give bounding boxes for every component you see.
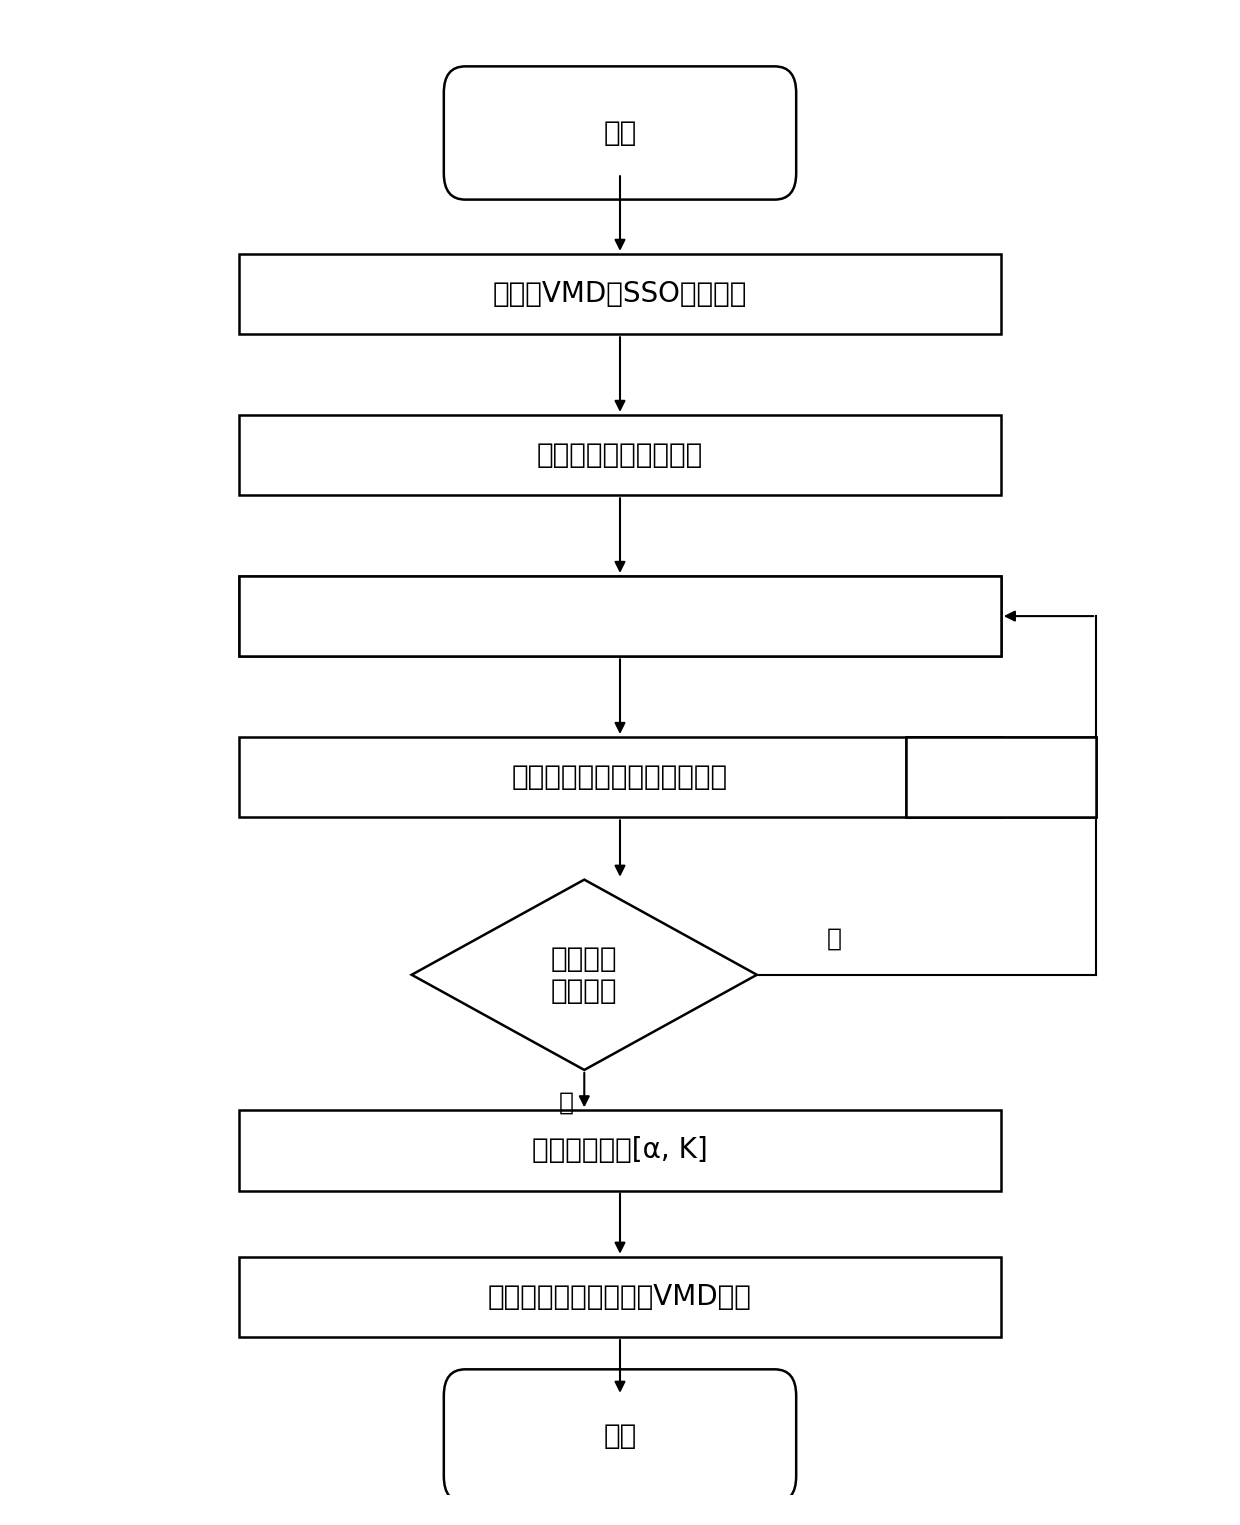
FancyBboxPatch shape xyxy=(444,1369,796,1502)
Text: 是: 是 xyxy=(559,1090,574,1115)
Text: 选出食物、领导者以及追随者: 选出食物、领导者以及追随者 xyxy=(512,762,728,791)
Text: 结束: 结束 xyxy=(604,1421,636,1450)
Text: 初始化种群规模及位置: 初始化种群规模及位置 xyxy=(537,441,703,470)
Bar xyxy=(239,1257,1001,1337)
Bar xyxy=(239,576,1001,656)
Text: 满足迭代
终止条件: 满足迭代 终止条件 xyxy=(551,944,618,1005)
Bar xyxy=(239,415,1001,496)
Text: 更新群体: 更新群体 xyxy=(967,762,1034,791)
Bar xyxy=(239,576,1001,656)
Text: 开始: 开始 xyxy=(604,119,636,146)
FancyBboxPatch shape xyxy=(444,67,796,200)
Polygon shape xyxy=(412,880,756,1071)
Bar xyxy=(905,737,1096,817)
Bar xyxy=(905,737,1096,817)
Text: 输出食物坐标[α, K]: 输出食物坐标[α, K] xyxy=(532,1136,708,1165)
Bar xyxy=(239,737,1001,817)
Text: 否: 否 xyxy=(827,926,842,950)
Text: 计算出樽海鞘个体的适应度值: 计算出樽海鞘个体的适应度值 xyxy=(512,602,728,630)
Text: 利用最优参对信号进行VMD分解: 利用最优参对信号进行VMD分解 xyxy=(489,1283,751,1312)
Text: 初始化VMD和SSO算法参数: 初始化VMD和SSO算法参数 xyxy=(492,281,748,308)
Text: 计算出樽海鞘个体的适应度值: 计算出樽海鞘个体的适应度值 xyxy=(512,602,728,630)
Bar xyxy=(239,1110,1001,1191)
Bar xyxy=(239,253,1001,334)
Text: 更新群体: 更新群体 xyxy=(967,762,1034,791)
